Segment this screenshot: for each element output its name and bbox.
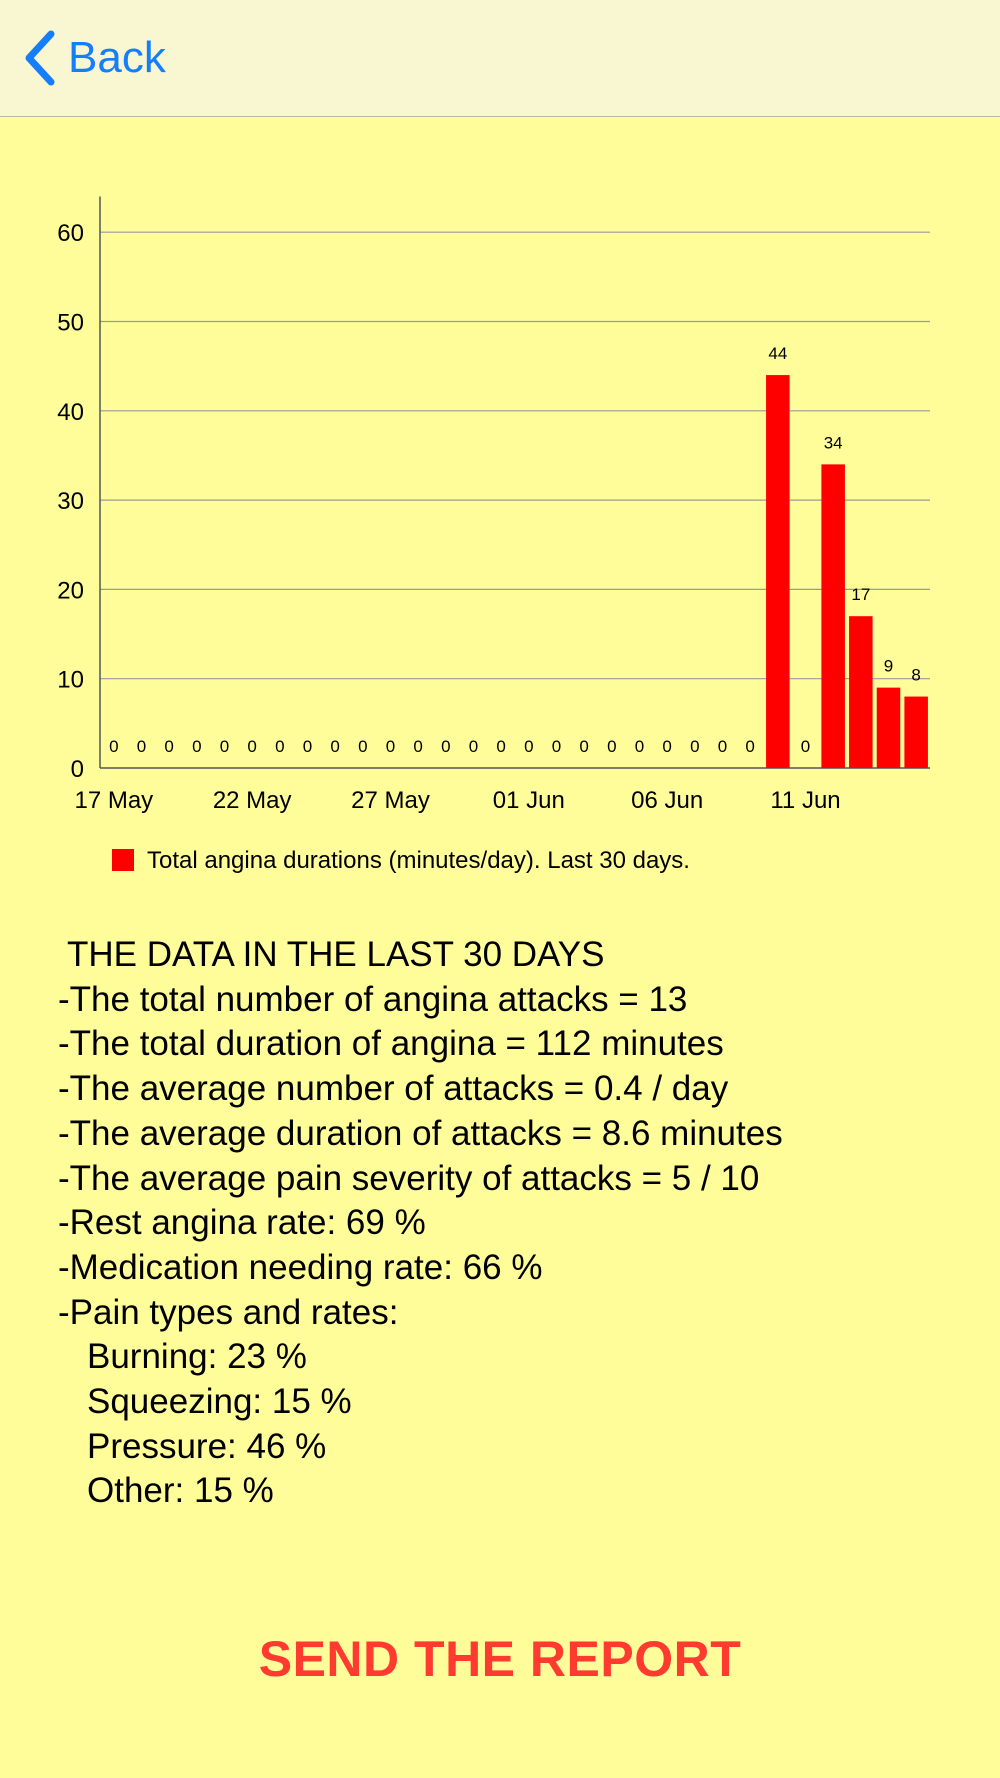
bar-value-label: 0 — [552, 737, 561, 756]
bar-value-label: 0 — [690, 737, 699, 756]
bar — [849, 616, 873, 768]
y-tick-label: 30 — [57, 488, 84, 515]
x-tick-label: 06 Jun — [631, 787, 703, 814]
bar-value-label: 0 — [413, 737, 422, 756]
bar-value-label: 0 — [330, 737, 339, 756]
bar — [766, 375, 790, 768]
summary-section: THE DATA IN THE LAST 30 DAYS -The total … — [58, 933, 978, 1514]
legend-swatch — [112, 849, 134, 871]
pain-type-line: Burning: 23 % — [87, 1337, 307, 1377]
bar-value-label: 9 — [884, 657, 893, 676]
back-button[interactable]: Back — [22, 26, 166, 90]
bar-value-label: 0 — [441, 737, 450, 756]
bar — [876, 687, 901, 768]
bar-value-label: 0 — [745, 737, 754, 756]
bar-value-label: 34 — [824, 433, 843, 452]
summary-line: -The average duration of attacks = 8.6 m… — [58, 1113, 783, 1153]
bar-value-label: 0 — [192, 737, 201, 756]
bar-value-label: 8 — [911, 666, 920, 685]
y-tick-label: 60 — [57, 220, 84, 247]
x-tick-label: 01 Jun — [493, 787, 565, 814]
bar-value-label: 0 — [524, 737, 533, 756]
x-tick-label: 17 May — [74, 787, 153, 814]
y-tick-label: 40 — [57, 399, 84, 426]
summary-line: -The average pain severity of attacks = … — [58, 1158, 760, 1198]
summary-line: -The total duration of angina = 112 minu… — [58, 1024, 724, 1064]
bar — [904, 696, 928, 768]
y-tick-label: 50 — [57, 310, 84, 337]
pain-type-line: Pressure: 46 % — [87, 1426, 327, 1466]
bar — [821, 464, 845, 768]
y-tick-label: 0 — [71, 756, 84, 783]
bar-value-label: 0 — [579, 737, 588, 756]
bar-value-label: 0 — [303, 737, 312, 756]
x-tick-label: 11 Jun — [770, 787, 840, 814]
bar-value-label: 17 — [851, 585, 870, 604]
bar-value-label: 0 — [220, 737, 229, 756]
pain-type-line: Other: 15 % — [87, 1471, 274, 1511]
bar-value-label: 0 — [109, 737, 118, 756]
x-tick-label: 22 May — [213, 787, 292, 814]
bar-value-label: 0 — [718, 737, 727, 756]
pain-type-line: Squeezing: 15 % — [87, 1382, 352, 1422]
bar-value-label: 0 — [247, 737, 256, 756]
bar-value-label: 0 — [662, 737, 671, 756]
summary-heading: THE DATA IN THE LAST 30 DAYS — [67, 935, 605, 974]
summary-line: -Rest angina rate: 69 % — [58, 1203, 426, 1243]
summary-line: -Pain types and rates: — [58, 1292, 399, 1332]
bar-value-label: 0 — [137, 737, 146, 756]
summary-line: -Medication needing rate: 66 % — [58, 1247, 543, 1287]
bar-value-label: 0 — [801, 737, 810, 756]
x-tick-label: 27 May — [351, 787, 430, 814]
duration-chart: 0 10 20 30 40 50 60 0 0 0 0 0 0 0 0 0 0 0 0 0 0 0 0 0 0 0 0 0 0 0 0 44 0… — [0, 117, 1000, 897]
bar-value-label: 0 — [386, 737, 395, 756]
bar-value-label: 0 — [164, 737, 173, 756]
bar-value-label: 0 — [496, 737, 505, 756]
summary-line: -The average number of attacks = 0.4 / d… — [58, 1069, 729, 1109]
bar-value-label: 44 — [768, 344, 787, 363]
send-report-button[interactable]: SEND THE REPORT — [258, 1631, 742, 1687]
summary-line: -The total number of angina attacks = 13 — [58, 979, 688, 1019]
bar-value-label: 0 — [607, 737, 616, 756]
bar-value-label: 0 — [469, 737, 478, 756]
bar-value-label: 0 — [635, 737, 644, 756]
y-tick-label: 10 — [57, 667, 84, 694]
navigation-bar: Back — [0, 0, 1000, 117]
y-tick-label: 20 — [57, 577, 84, 604]
bar-value-label: 0 — [275, 737, 284, 756]
back-button-label: Back — [68, 33, 166, 82]
bar-value-label: 0 — [358, 737, 367, 756]
legend-label: Total angina durations (minutes/day). La… — [147, 847, 690, 874]
chevron-left-icon — [25, 30, 55, 86]
